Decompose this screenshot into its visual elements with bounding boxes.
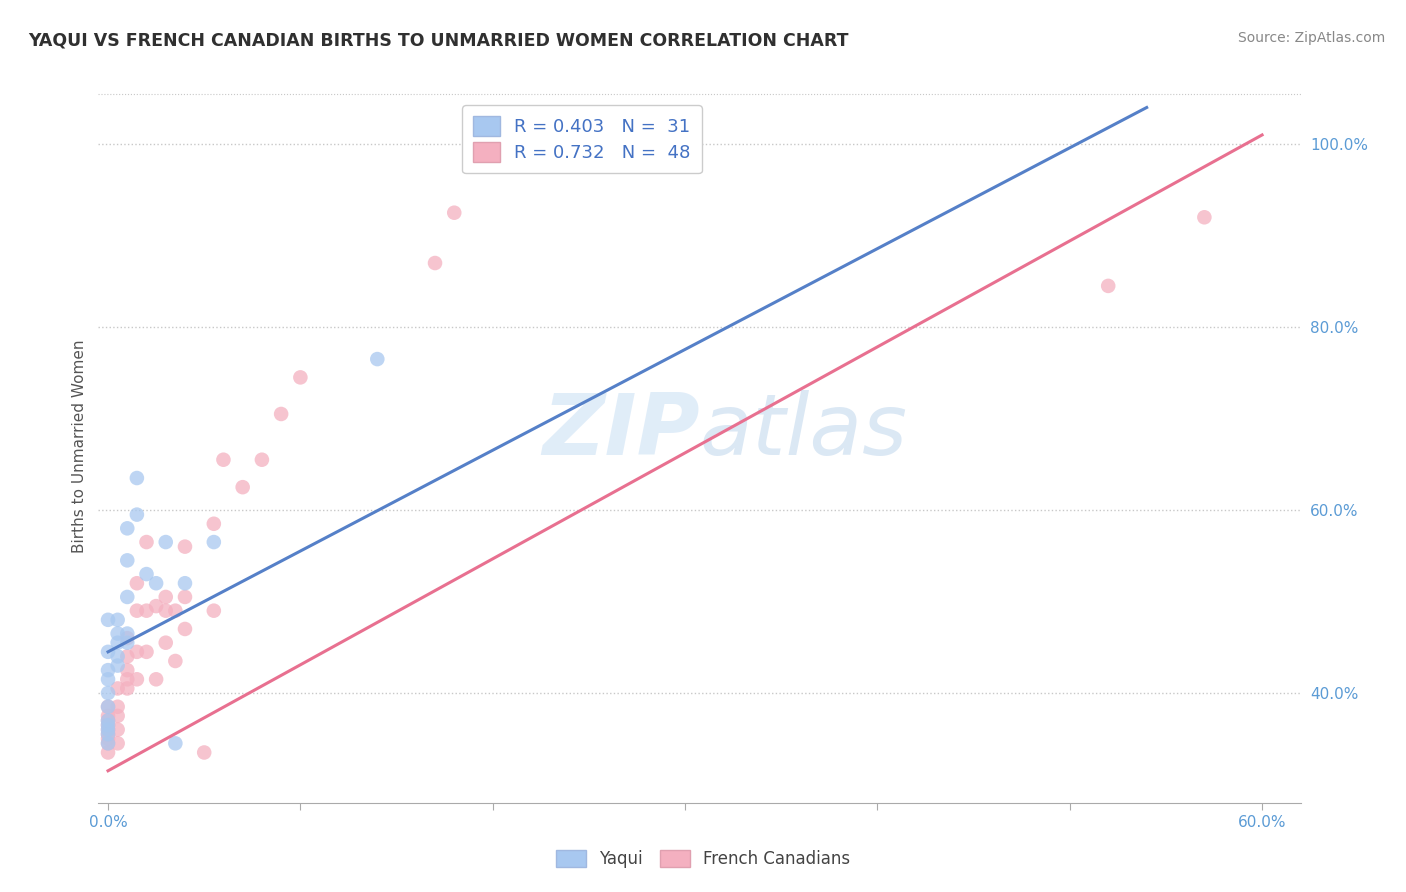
Point xyxy=(97,709,120,723)
Point xyxy=(117,631,139,645)
Point xyxy=(125,471,148,485)
Point xyxy=(97,645,120,659)
Point xyxy=(97,699,120,714)
Point xyxy=(212,452,235,467)
Point xyxy=(107,681,129,696)
Point xyxy=(117,626,139,640)
Point xyxy=(117,681,139,696)
Point xyxy=(97,714,120,728)
Point xyxy=(97,723,120,737)
Point xyxy=(366,352,388,367)
Point xyxy=(97,714,120,728)
Point xyxy=(145,576,167,591)
Point xyxy=(107,736,129,750)
Point xyxy=(174,576,197,591)
Point xyxy=(97,718,120,732)
Point xyxy=(145,673,167,687)
Point xyxy=(125,645,148,659)
Point xyxy=(97,736,120,750)
Point xyxy=(107,636,129,650)
Point xyxy=(125,508,148,522)
Point xyxy=(97,613,120,627)
Point xyxy=(232,480,254,494)
Point xyxy=(97,673,120,687)
Point xyxy=(107,613,129,627)
Point xyxy=(155,535,177,549)
Point xyxy=(107,699,129,714)
Point xyxy=(270,407,292,421)
Point xyxy=(165,654,187,668)
Point xyxy=(202,535,225,549)
Point xyxy=(155,590,177,604)
Point xyxy=(107,709,129,723)
Point xyxy=(145,599,167,613)
Point xyxy=(174,622,197,636)
Point xyxy=(107,723,129,737)
Point xyxy=(125,604,148,618)
Text: YAQUI VS FRENCH CANADIAN BIRTHS TO UNMARRIED WOMEN CORRELATION CHART: YAQUI VS FRENCH CANADIAN BIRTHS TO UNMAR… xyxy=(28,31,849,49)
Point xyxy=(125,673,148,687)
Point xyxy=(107,658,129,673)
Point xyxy=(174,590,197,604)
Point xyxy=(117,636,139,650)
Point xyxy=(97,718,120,732)
Point xyxy=(107,626,129,640)
Point xyxy=(135,535,157,549)
Point xyxy=(155,636,177,650)
Point xyxy=(423,256,446,270)
Point xyxy=(107,649,129,664)
Point xyxy=(117,663,139,677)
Point xyxy=(1097,279,1119,293)
Point xyxy=(202,604,225,618)
Point xyxy=(193,746,215,760)
Point xyxy=(443,205,465,219)
Point xyxy=(202,516,225,531)
Point xyxy=(155,604,177,618)
Legend: R = 0.403   N =  31, R = 0.732   N =  48: R = 0.403 N = 31, R = 0.732 N = 48 xyxy=(463,105,702,173)
Point xyxy=(135,645,157,659)
Point xyxy=(165,604,187,618)
Point xyxy=(117,673,139,687)
Point xyxy=(135,567,157,582)
Point xyxy=(1194,211,1216,225)
Point xyxy=(125,576,148,591)
Point xyxy=(97,686,120,700)
Legend: Yaqui, French Canadians: Yaqui, French Canadians xyxy=(550,843,856,875)
Text: atlas: atlas xyxy=(700,390,907,474)
Point xyxy=(97,663,120,677)
Point xyxy=(250,452,273,467)
Point xyxy=(97,731,120,746)
Point xyxy=(290,370,312,384)
Point xyxy=(135,604,157,618)
Point xyxy=(97,727,120,741)
Point xyxy=(97,746,120,760)
Point xyxy=(117,649,139,664)
Point xyxy=(97,723,120,737)
Text: ZIP: ZIP xyxy=(541,390,700,474)
Point xyxy=(97,699,120,714)
Point xyxy=(97,727,120,741)
Point xyxy=(117,590,139,604)
Y-axis label: Births to Unmarried Women: Births to Unmarried Women xyxy=(72,339,87,553)
Point xyxy=(117,553,139,567)
Point xyxy=(165,736,187,750)
Point xyxy=(97,736,120,750)
Text: Source: ZipAtlas.com: Source: ZipAtlas.com xyxy=(1237,31,1385,45)
Point xyxy=(117,521,139,535)
Point xyxy=(174,540,197,554)
